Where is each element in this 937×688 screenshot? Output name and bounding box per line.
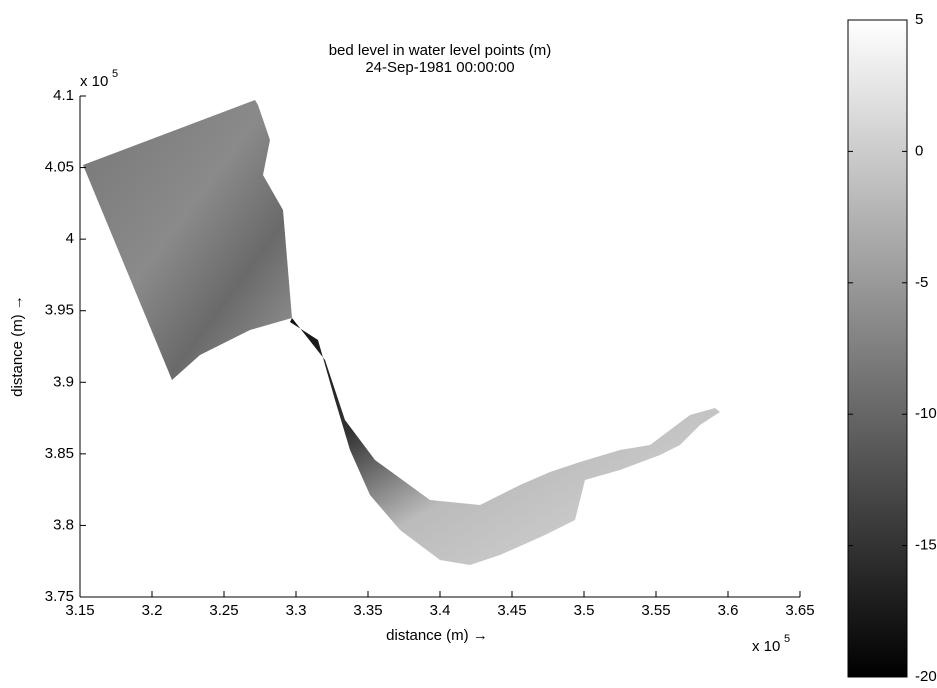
colorbar-tick-label: -20 xyxy=(915,668,937,683)
colorbar-tick-label: 5 xyxy=(915,11,923,28)
y-axis-label: distance (m) → xyxy=(9,295,26,397)
y-tick-label: 4.1 xyxy=(53,87,74,104)
y-multiplier: x 10 xyxy=(80,73,108,90)
colorbar-tick-label: -15 xyxy=(915,537,937,554)
x-tick-label: 3.45 xyxy=(497,602,526,619)
chart-title: bed level in water level points (m) xyxy=(329,42,552,59)
y-multiplier-power: 5 xyxy=(112,68,118,80)
chart-subtitle: 24-Sep-1981 00:00:00 xyxy=(365,59,514,76)
x-tick-label: 3.5 xyxy=(574,602,595,619)
x-tick-label: 3.35 xyxy=(353,602,382,619)
y-tick-label: 3.95 xyxy=(45,302,74,319)
y-tick-label: 4 xyxy=(66,230,74,247)
colorbar xyxy=(848,20,907,677)
colorbar-tick-label: 0 xyxy=(915,142,923,159)
x-tick-label: 3.2 xyxy=(142,602,163,619)
x-axis-label: distance (m) → xyxy=(386,627,488,644)
x-tick-label: 3.3 xyxy=(286,602,307,619)
bed-surface-river xyxy=(290,318,720,565)
colorbar-tick-label: -5 xyxy=(915,274,928,291)
x-tick-label: 3.6 xyxy=(718,602,739,619)
x-tick-label: 3.65 xyxy=(785,602,814,619)
y-tick-label: 3.85 xyxy=(45,445,74,462)
colorbar-tick-label: -10 xyxy=(915,405,937,422)
chart: bed level in water level points (m) 24-S… xyxy=(0,0,937,683)
y-tick-label: 3.75 xyxy=(45,588,74,605)
bed-surface-sea xyxy=(83,100,292,380)
x-multiplier-power: 5 xyxy=(784,633,790,645)
y-tick-label: 4.05 xyxy=(45,159,74,176)
y-tick-label: 3.8 xyxy=(53,516,74,533)
x-tick-label: 3.55 xyxy=(641,602,670,619)
x-tick-label: 3.25 xyxy=(209,602,238,619)
x-multiplier: x 10 xyxy=(752,638,780,655)
x-tick-label: 3.4 xyxy=(430,602,451,619)
y-tick-label: 3.9 xyxy=(53,373,74,390)
